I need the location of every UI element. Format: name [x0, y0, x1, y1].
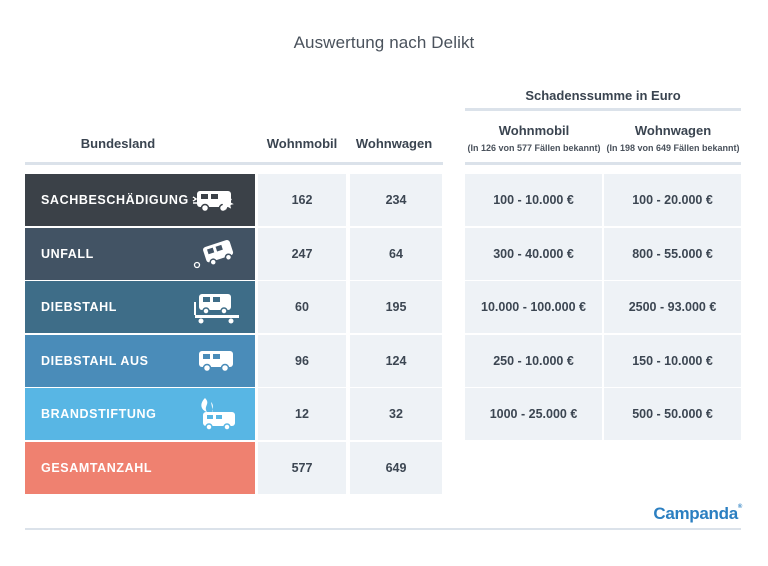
vandalized-camper-icon — [191, 180, 243, 220]
category-label: SACHBESCHÄDIGUNG — [41, 193, 189, 207]
category-label: GESAMTANZAHL — [41, 461, 153, 475]
wohnmobil-count-cell: 12 — [258, 388, 346, 440]
schaden-wohnwagen-cell: 150 - 10.000 € — [604, 335, 741, 387]
schaden-wohnmobil-cell: 100 - 10.000 € — [465, 174, 602, 226]
wohnwagen-count-cell: 32 — [350, 388, 442, 440]
wohnmobil-count-cell: 577 — [258, 442, 346, 494]
header-schaden-wohnwagen: Wohnwagen — [634, 123, 712, 138]
schaden-wohnmobil-cell: 10.000 - 100.000 € — [465, 281, 602, 333]
header-wohnmobil: Wohnmobil — [266, 136, 338, 151]
towed-camper-icon — [191, 287, 243, 327]
wohnwagen-count-cell: 124 — [350, 335, 442, 387]
schaden-wohnwagen-cell: 800 - 55.000 € — [604, 228, 741, 280]
wohnmobil-count-cell: 96 — [258, 335, 346, 387]
category-cell: UNFALL — [25, 228, 255, 280]
chart-title: Auswertung nach Delikt — [293, 33, 475, 52]
overturned-camper-icon — [191, 234, 243, 274]
wohnmobil-count-cell: 162 — [258, 174, 346, 226]
category-label: DIEBSTAHL — [41, 300, 117, 314]
wohnmobil-count-cell: 60 — [258, 281, 346, 333]
header-rule-schadenssumme — [465, 108, 741, 111]
schaden-wohnwagen-cell: 100 - 20.000 € — [604, 174, 741, 226]
burning-camper-icon — [191, 394, 243, 434]
header-schaden-wohnmobil-note: (In 126 von 577 Fällen bekannt) — [467, 143, 601, 153]
wohnwagen-count-cell: 649 — [350, 442, 442, 494]
camper-icon — [191, 341, 243, 381]
schaden-wohnmobil-cell: 300 - 40.000 € — [465, 228, 602, 280]
wohnwagen-count-cell: 64 — [350, 228, 442, 280]
category-cell: BRANDSTIFTUNG — [25, 388, 255, 440]
schaden-wohnmobil-cell: 250 - 10.000 € — [465, 335, 602, 387]
category-cell: DIEBSTAHL AUS — [25, 335, 255, 387]
header-wohnwagen: Wohnwagen — [355, 136, 433, 151]
bottom-rule — [25, 528, 741, 530]
schaden-wohnmobil-cell: 1000 - 25.000 € — [465, 388, 602, 440]
campanda-logo: Campanda® — [653, 504, 742, 523]
category-cell: DIEBSTAHL — [25, 281, 255, 333]
header-bundesland: Bundesland — [80, 136, 156, 151]
wohnwagen-count-cell: 234 — [350, 174, 442, 226]
wohnmobil-count-cell: 247 — [258, 228, 346, 280]
header-rule-left — [25, 162, 443, 165]
header-schaden-wohnmobil: Wohnmobil — [498, 123, 570, 138]
header-schadenssumme: Schadenssumme in Euro — [525, 88, 681, 103]
schaden-wohnwagen-cell: 2500 - 93.000 € — [604, 281, 741, 333]
wohnwagen-count-cell: 195 — [350, 281, 442, 333]
category-label: UNFALL — [41, 247, 94, 261]
schaden-wohnwagen-cell: 500 - 50.000 € — [604, 388, 741, 440]
header-rule-right — [465, 162, 741, 165]
category-cell: SACHBESCHÄDIGUNG — [25, 174, 255, 226]
category-label: DIEBSTAHL AUS — [41, 354, 149, 368]
header-schaden-wohnwagen-note: (In 198 von 649 Fällen bekannt) — [606, 143, 740, 153]
category-cell: GESAMTANZAHL — [25, 442, 255, 494]
category-label: BRANDSTIFTUNG — [41, 407, 157, 421]
